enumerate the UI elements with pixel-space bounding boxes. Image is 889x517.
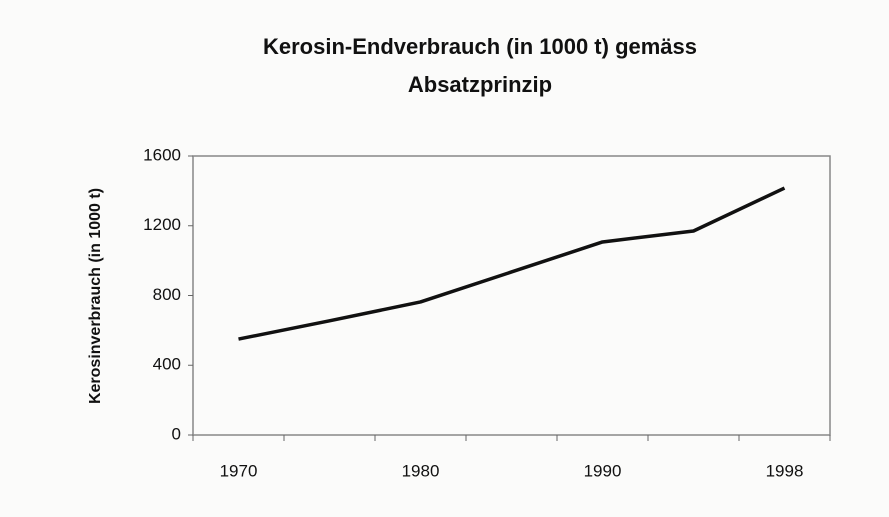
y-tick-label: 800 [153, 285, 181, 304]
x-tick-label: 1970 [220, 461, 258, 480]
x-tick-label: 1998 [766, 461, 804, 480]
y-tick-label: 1200 [143, 215, 181, 234]
x-tick-label: 1980 [402, 461, 440, 480]
y-tick-label: 400 [153, 355, 181, 374]
y-tick-label: 1600 [143, 145, 181, 164]
y-axis-label: Kerosinverbrauch (in 1000 t) [87, 188, 104, 404]
chart-title: Kerosin-Endverbrauch (in 1000 t) gemäss A… [263, 34, 697, 97]
x-tick-label: 1990 [584, 461, 622, 480]
y-tick-label: 0 [172, 424, 181, 443]
line-series [238, 186, 786, 341]
